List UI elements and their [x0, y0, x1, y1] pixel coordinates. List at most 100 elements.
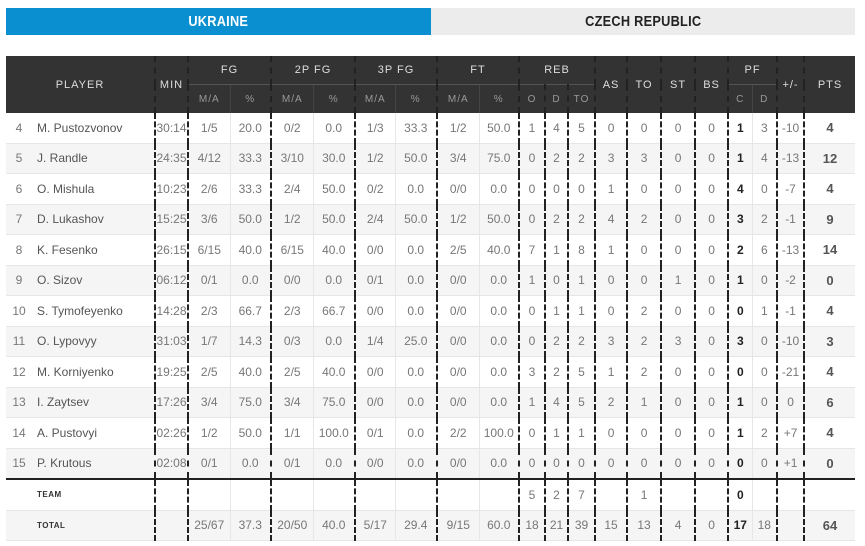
- cell-points: 4: [803, 295, 856, 327]
- cell-p2-pct: 66.7: [312, 295, 355, 327]
- header-as[interactable]: AS: [594, 56, 628, 113]
- cell-steals: 0: [660, 143, 696, 174]
- cell-reb-total: 0: [567, 448, 596, 480]
- cell-player-name[interactable]: O. Mishula: [32, 173, 155, 205]
- tab-ukraine[interactable]: UKRAINE: [6, 8, 431, 35]
- header-reb-d[interactable]: D: [544, 84, 569, 113]
- cell-ft-pct: 0.0: [478, 265, 520, 296]
- player-row: 7 D. Lukashov 15:25 3/6 50.0 1/2 50.0 2/4 50.0 1/…: [6, 204, 856, 235]
- cell-blocks: [694, 478, 729, 511]
- cell-fouls-committed: 3: [727, 204, 753, 235]
- cell-points: 4: [803, 417, 856, 449]
- cell-fouls-drawn: 2: [751, 204, 778, 235]
- header-reb-to[interactable]: TO: [567, 84, 596, 113]
- cell-fg-pct: 40.0: [229, 356, 271, 388]
- cell-assists: 1: [594, 234, 628, 266]
- cell-number: 8: [6, 234, 32, 266]
- header-bs[interactable]: BS: [694, 56, 729, 113]
- cell-p2-ma: 6/15: [270, 234, 313, 266]
- cell-points: 4: [803, 173, 856, 205]
- cell-player-name[interactable]: K. Fesenko: [32, 234, 155, 266]
- cell-number: 6: [6, 173, 32, 205]
- cell-fouls-drawn: 18: [751, 510, 778, 541]
- cell-player-name[interactable]: A. Pustovyi: [32, 417, 155, 449]
- cell-number: 7: [6, 204, 32, 235]
- cell-player-name[interactable]: O. Sizov: [32, 265, 155, 296]
- cell-p3-pct: 33.3: [394, 113, 437, 144]
- cell-fg-pct: 20.0: [229, 113, 271, 144]
- cell-p3-ma: 0/0: [354, 295, 395, 327]
- cell-number: 10: [6, 295, 32, 327]
- cell-player-name[interactable]: D. Lukashov: [32, 204, 155, 235]
- cell-fouls-drawn: 3: [751, 113, 778, 144]
- header-plus-minus[interactable]: +/-: [776, 56, 805, 113]
- cell-p3-pct: 0.0: [394, 265, 437, 296]
- cell-plus-minus: +1: [776, 448, 805, 480]
- cell-reb-total: 5: [567, 113, 596, 144]
- cell-player-name[interactable]: M. Korniyenko: [32, 356, 155, 388]
- cell-p3-ma: 0/0: [354, 234, 395, 266]
- header-to[interactable]: TO: [626, 56, 662, 113]
- cell-min: [154, 478, 188, 511]
- cell-fg-pct: 33.3: [229, 173, 271, 205]
- cell-plus-minus: [776, 478, 805, 511]
- header-2p-ma[interactable]: M/A: [270, 84, 313, 113]
- header-2p-pct[interactable]: %: [312, 84, 355, 113]
- cell-p3-pct: [394, 478, 437, 511]
- header-3p-pct[interactable]: %: [394, 84, 437, 113]
- tab-czech-republic[interactable]: CZECH REPUBLIC: [430, 8, 855, 35]
- header-ft-ma[interactable]: M/A: [436, 84, 479, 113]
- header-min[interactable]: MIN: [154, 56, 188, 113]
- cell-assists: 3: [594, 326, 628, 357]
- cell-steals: 0: [660, 204, 696, 235]
- header-pf-c[interactable]: C: [727, 84, 753, 113]
- cell-min: 31:03: [154, 326, 188, 357]
- cell-p2-pct: 100.0: [312, 417, 355, 449]
- cell-fg-ma: 3/4: [187, 387, 230, 418]
- cell-player-name[interactable]: O. Lypovyy: [32, 326, 155, 357]
- cell-number: 5: [6, 143, 32, 174]
- header-player: PLAYER: [6, 56, 155, 113]
- cell-player-name[interactable]: M. Pustozvonov: [32, 113, 155, 144]
- cell-player-name[interactable]: J. Randle: [32, 143, 155, 174]
- cell-player-name[interactable]: S. Tymofeyenko: [32, 295, 155, 327]
- cell-p3-ma: 0/1: [354, 265, 395, 296]
- cell-player-name[interactable]: P. Krutous: [32, 448, 155, 480]
- cell-p2-ma: [270, 478, 313, 511]
- cell-p3-ma: [354, 478, 395, 511]
- header-fg-ma[interactable]: M/A: [187, 84, 230, 113]
- cell-turnovers: 2: [626, 356, 662, 388]
- cell-ft-ma: 0/0: [436, 173, 479, 205]
- header-reb-o[interactable]: O: [518, 84, 546, 113]
- cell-fouls-committed: 4: [727, 173, 753, 205]
- cell-fouls-committed: 17: [727, 510, 753, 541]
- header-ft-pct[interactable]: %: [478, 84, 520, 113]
- cell-number: 4: [6, 113, 32, 144]
- cell-ft-ma: 0/0: [436, 387, 479, 418]
- header-pts[interactable]: PTS: [803, 56, 856, 113]
- header-ft: FT: [435, 56, 520, 85]
- cell-turnovers: 2: [626, 295, 662, 327]
- cell-fg-pct: 37.3: [229, 510, 271, 541]
- cell-p3-ma: 0/0: [354, 387, 395, 418]
- cell-ft-ma: 0/0: [436, 326, 479, 357]
- cell-reb-d: 0: [544, 173, 569, 205]
- cell-reb-o: 0: [518, 173, 546, 205]
- cell-fg-pct: 75.0: [229, 387, 271, 418]
- header-fg-pct[interactable]: %: [229, 84, 271, 113]
- cell-p2-ma: 3/4: [270, 387, 313, 418]
- cell-blocks: 0: [694, 448, 729, 480]
- cell-plus-minus: -10: [776, 326, 805, 357]
- cell-blocks: 0: [694, 326, 729, 357]
- cell-ft-ma: [436, 478, 479, 511]
- cell-fg-ma: 1/7: [187, 326, 230, 357]
- cell-fouls-drawn: 6: [751, 234, 778, 266]
- header-pf-d[interactable]: D: [751, 84, 778, 113]
- cell-reb-o: 0: [518, 417, 546, 449]
- cell-reb-d: 4: [544, 387, 569, 418]
- header-3p-ma[interactable]: M/A: [354, 84, 395, 113]
- cell-reb-d: 2: [544, 143, 569, 174]
- cell-player-name[interactable]: I. Zaytsev: [32, 387, 155, 418]
- header-st[interactable]: ST: [660, 56, 696, 113]
- cell-number: 11: [6, 326, 32, 357]
